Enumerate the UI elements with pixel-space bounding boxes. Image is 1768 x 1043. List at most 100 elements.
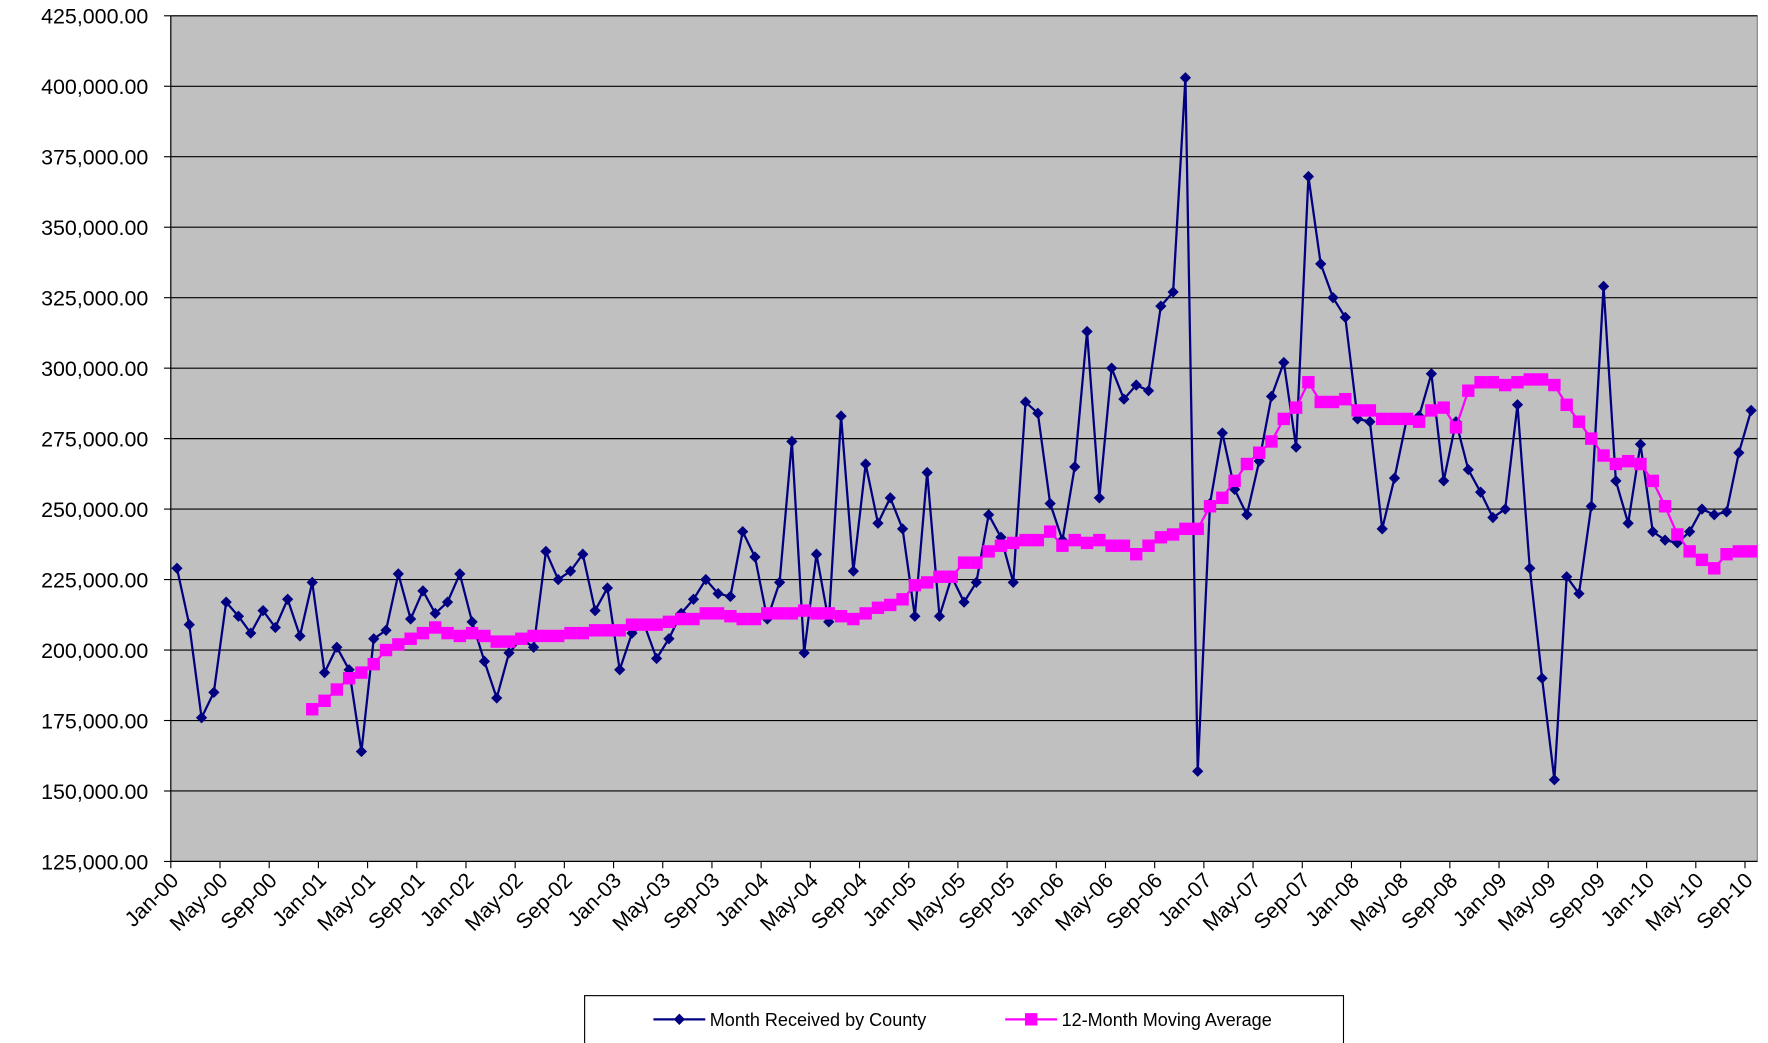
data-point: [1192, 765, 1204, 777]
data-point: [417, 585, 429, 597]
data-point: [1572, 415, 1586, 428]
data-point: [810, 548, 823, 560]
data-point: [1327, 292, 1339, 304]
data-point: [1597, 449, 1610, 462]
data-point: [749, 551, 761, 563]
data-point: [429, 621, 442, 634]
data-point: [1585, 432, 1598, 445]
data-point: [1031, 533, 1045, 547]
data-point: [318, 694, 331, 707]
data-point: [699, 607, 712, 620]
data-point: [1646, 474, 1659, 488]
data-point: [1548, 774, 1561, 786]
data-point: [1511, 399, 1524, 411]
data-point: [478, 655, 491, 667]
data-point: [1744, 545, 1758, 558]
data-point: [1683, 545, 1696, 558]
data-point: [540, 545, 552, 558]
data-point: [1314, 395, 1327, 409]
data-point: [1007, 536, 1020, 550]
y-tick-label: 400,000.00: [41, 75, 148, 99]
data-point: [1056, 539, 1069, 552]
data-point: [1179, 522, 1192, 536]
data-point: [1302, 376, 1315, 389]
data-point: [380, 624, 392, 636]
data-point: [1561, 571, 1573, 583]
data-point: [1412, 415, 1426, 428]
data-point: [331, 641, 343, 653]
data-point: [613, 624, 626, 637]
data-point: [1216, 491, 1229, 505]
x-tick-label: Sep-08: [1397, 868, 1463, 934]
data-point: [1364, 416, 1376, 428]
data-point: [1524, 562, 1536, 574]
data-point: [1400, 412, 1413, 426]
data-point: [441, 626, 454, 640]
data-point: [564, 626, 577, 640]
data-point: [1511, 376, 1524, 389]
data-point: [1486, 376, 1500, 389]
data-point: [859, 607, 872, 620]
data-point: [970, 556, 983, 569]
data-point: [183, 619, 195, 631]
data-point: [933, 610, 946, 622]
data-point: [355, 666, 368, 679]
data-point: [1548, 378, 1561, 392]
data-point: [1621, 454, 1635, 468]
data-point: [933, 570, 946, 583]
data-point: [491, 692, 503, 704]
data-point: [453, 629, 467, 643]
data-point: [1032, 407, 1044, 419]
data-point: [1720, 547, 1733, 561]
data-point: [1080, 536, 1094, 550]
data-point: [515, 632, 528, 645]
x-tick-label: Sep-06: [1101, 868, 1167, 934]
y-tick-label: 150,000.00: [41, 780, 148, 804]
data-point: [1228, 474, 1241, 488]
data-point: [306, 576, 318, 589]
data-point: [1634, 457, 1647, 471]
data-point: [1130, 547, 1143, 561]
data-point: [1240, 457, 1254, 471]
data-point: [909, 610, 921, 622]
data-point: [1438, 475, 1450, 487]
data-point: [1671, 528, 1684, 541]
data-point: [1487, 511, 1499, 524]
data-point: [1375, 412, 1389, 426]
data-point: [1167, 286, 1179, 298]
data-point: [208, 686, 220, 698]
data-point: [1019, 533, 1032, 547]
data-point: [1216, 427, 1228, 439]
data-point: [502, 635, 516, 648]
data-point: [1658, 500, 1672, 513]
data-point: [1253, 446, 1266, 459]
data-point: [1745, 404, 1757, 417]
data-point: [1610, 475, 1622, 487]
x-tick-label: Sep-00: [216, 868, 282, 934]
data-point: [576, 626, 590, 640]
data-point: [1388, 412, 1401, 426]
data-point: [970, 576, 982, 589]
x-tick-label: Sep-05: [954, 868, 1020, 934]
y-tick-label: 200,000.00: [41, 639, 148, 663]
data-point: [786, 435, 798, 448]
data-point: [872, 517, 884, 529]
data-point: [1117, 539, 1131, 552]
data-point: [1425, 404, 1438, 417]
data-point: [245, 627, 257, 639]
data-point: [1093, 533, 1106, 547]
data-point: [724, 610, 737, 623]
y-tick-label: 300,000.00: [41, 357, 148, 381]
y-tick-label: 175,000.00: [41, 709, 148, 733]
data-point: [1289, 401, 1303, 414]
data-point: [687, 593, 700, 605]
data-point: [847, 565, 860, 577]
x-tick-label: Sep-03: [659, 868, 725, 934]
data-point: [1609, 457, 1623, 471]
data-point: [306, 703, 319, 716]
data-point: [1105, 539, 1118, 552]
data-point: [748, 612, 762, 626]
data-point: [674, 612, 688, 626]
